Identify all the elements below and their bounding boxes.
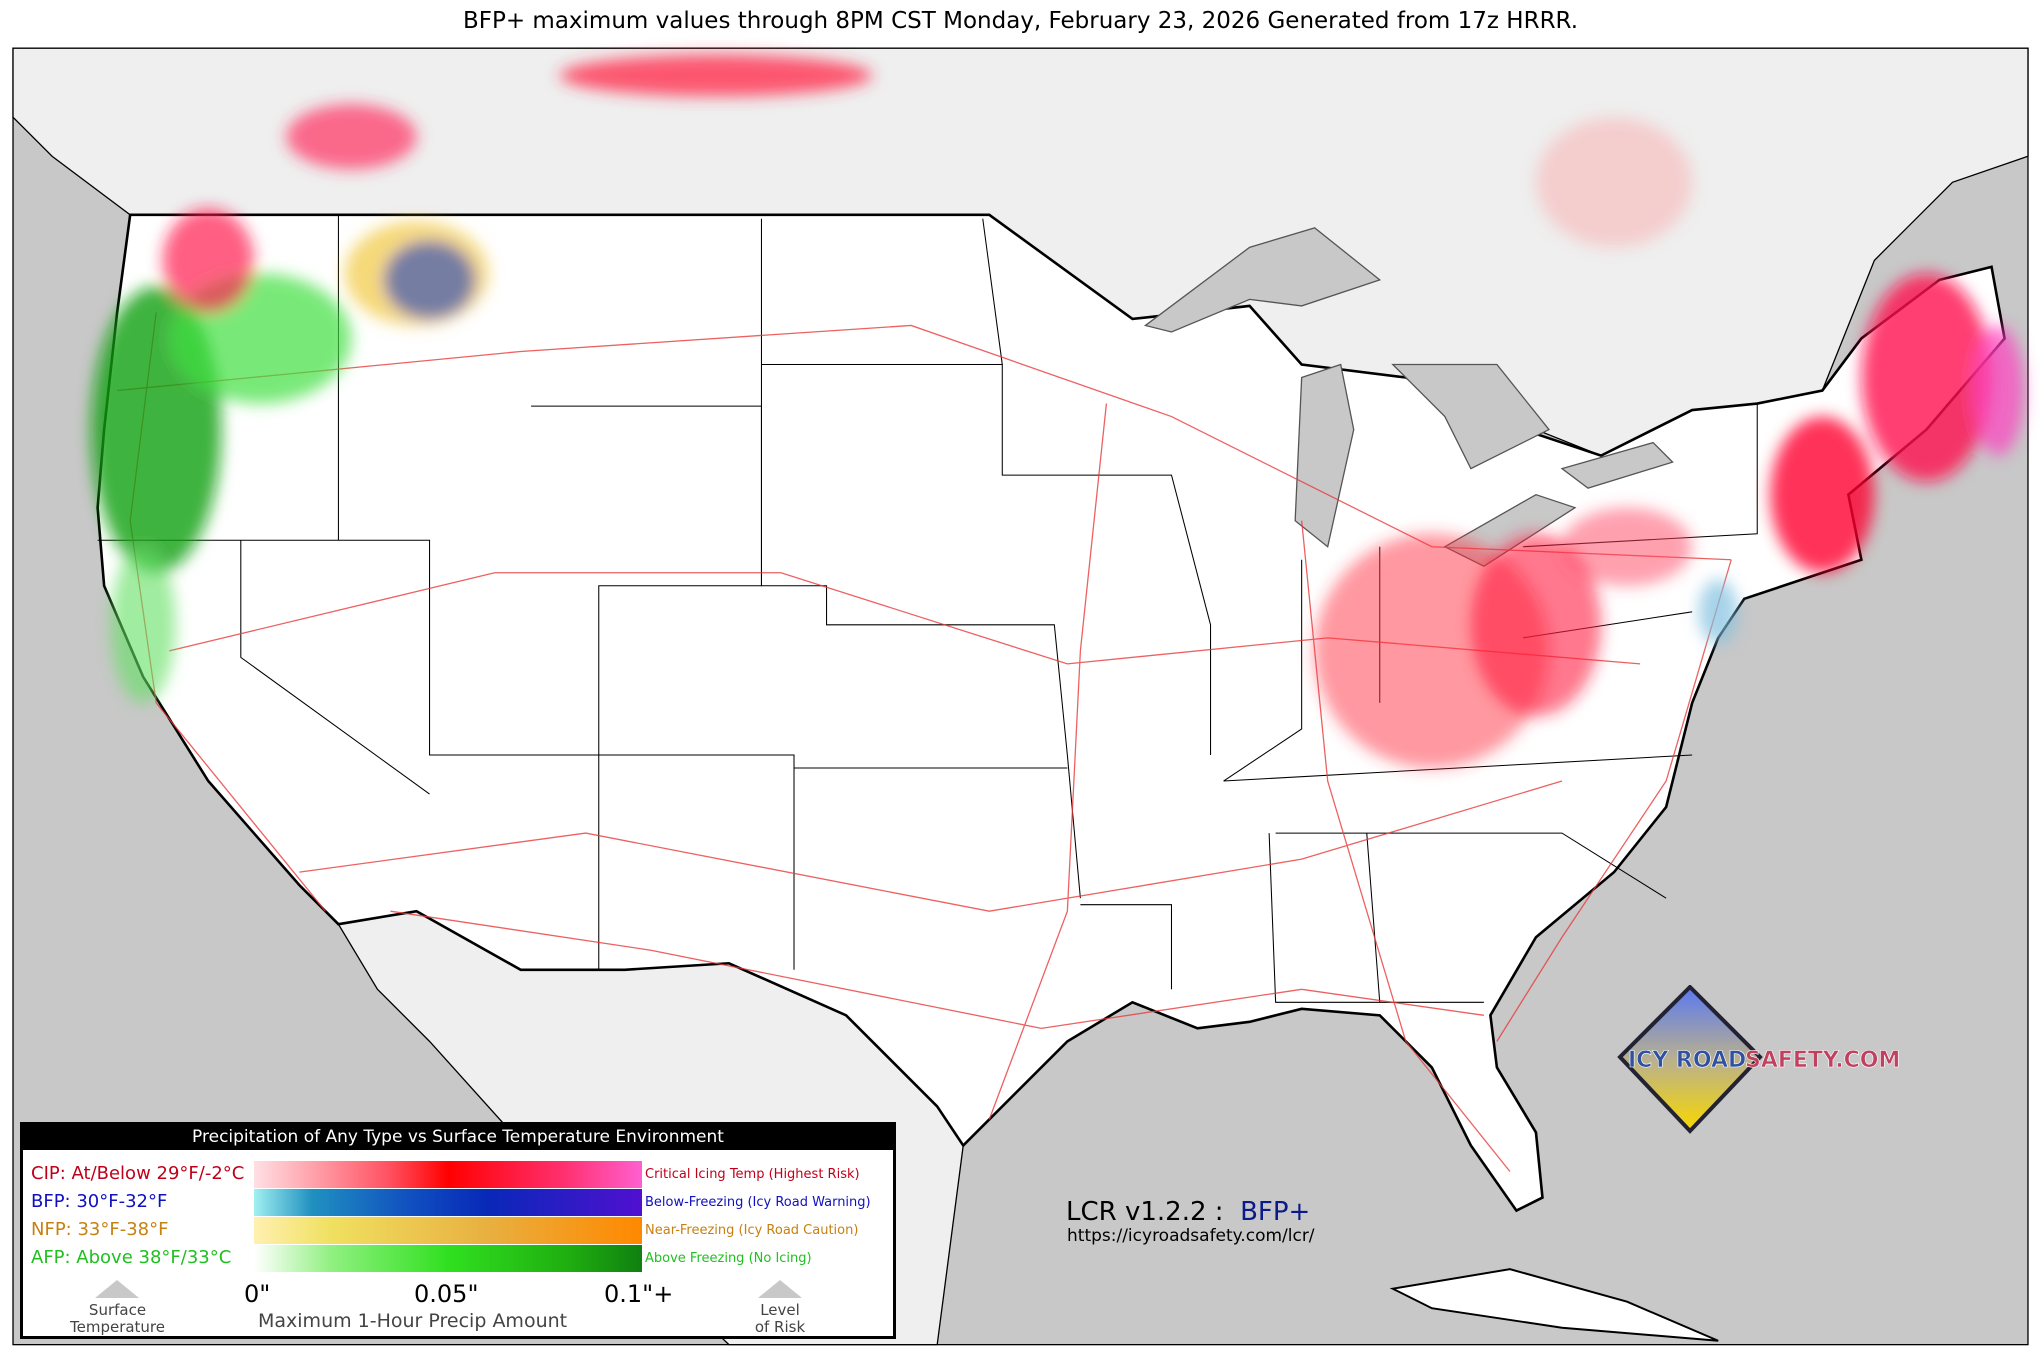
tick-label: 0"	[244, 1280, 271, 1308]
bfp-color-bar	[254, 1189, 642, 1216]
legend-desc: Near-Freezing (Icy Road Caution)	[645, 1223, 859, 1238]
legend-desc: Critical Icing Temp (Highest Risk)	[645, 1167, 860, 1182]
product-text: BFP+	[1240, 1197, 1311, 1227]
product-url: https://icyroadsafety.com/lcr/	[1067, 1226, 1315, 1246]
cip-color-bar	[254, 1161, 642, 1188]
legend-header: Precipitation of Any Type vs Surface Tem…	[23, 1125, 893, 1150]
tick-label: 0.05"	[414, 1280, 479, 1308]
icy-road-safety-logo: ICY ROAD SAFETY.COM	[1617, 985, 1900, 1134]
right-note: Level of Risk	[730, 1302, 830, 1336]
version-text: LCR v1.2.2 :	[1066, 1197, 1224, 1227]
precip-overlay	[91, 54, 2025, 769]
legend-label: AFP: Above 38°F/33°C	[31, 1247, 232, 1268]
risk-arrow-icon	[758, 1280, 802, 1298]
legend-row-bfp: BFP: 30°F-32°F Below-Freezing (Icy Road …	[23, 1189, 893, 1217]
surface-temp-arrow-icon	[95, 1280, 139, 1298]
tick-label: 0.1"+	[604, 1280, 674, 1308]
legend-label: BFP: 30°F-32°F	[31, 1191, 168, 1212]
legend: Precipitation of Any Type vs Surface Tem…	[20, 1122, 896, 1339]
legend-row-afp: AFP: Above 38°F/33°C Above Freezing (No …	[23, 1245, 893, 1273]
legend-desc: Below-Freezing (Icy Road Warning)	[645, 1195, 871, 1210]
state-borders	[97, 214, 1758, 1003]
great-lakes	[1143, 227, 1674, 568]
left-note-1: Surface	[88, 1301, 147, 1319]
axis-label: Maximum 1-Hour Precip Amount	[258, 1310, 568, 1332]
cuba-land	[1389, 1268, 1719, 1342]
nfp-color-bar	[254, 1217, 642, 1244]
left-note-2: Temperature	[69, 1318, 166, 1336]
legend-label: CIP: At/Below 29°F/-2°C	[31, 1163, 245, 1184]
right-note-1: Level	[760, 1301, 800, 1319]
afp-color-bar	[254, 1245, 642, 1272]
svg-text:SAFETY.COM: SAFETY.COM	[1745, 1048, 1900, 1073]
right-note-2: of Risk	[754, 1318, 806, 1336]
left-note: Surface Temperature	[60, 1302, 175, 1336]
legend-row-cip: CIP: At/Below 29°F/-2°C Critical Icing T…	[23, 1161, 893, 1189]
legend-row-nfp: NFP: 33°F-38°F Near-Freezing (Icy Road C…	[23, 1217, 893, 1245]
map-title: BFP+ maximum values through 8PM CST Mond…	[462, 8, 1579, 34]
legend-label: NFP: 33°F-38°F	[31, 1219, 169, 1240]
legend-desc: Above Freezing (No Icing)	[645, 1251, 812, 1266]
version-label: LCR v1.2.2 : BFP+	[1066, 1197, 1310, 1227]
svg-text:ICY ROAD: ICY ROAD	[1628, 1048, 1746, 1073]
